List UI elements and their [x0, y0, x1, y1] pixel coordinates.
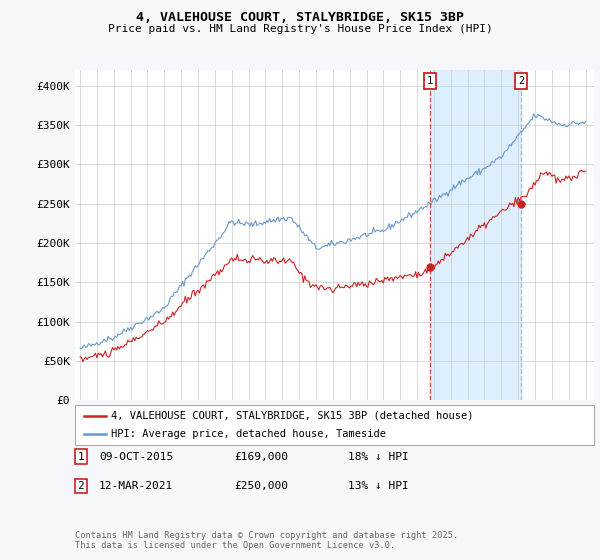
Text: 2: 2: [77, 481, 85, 491]
Text: 09-OCT-2015: 09-OCT-2015: [99, 452, 173, 462]
Text: 1: 1: [427, 76, 433, 86]
Text: 12-MAR-2021: 12-MAR-2021: [99, 481, 173, 491]
Text: 13% ↓ HPI: 13% ↓ HPI: [348, 481, 409, 491]
Text: £250,000: £250,000: [234, 481, 288, 491]
Text: Contains HM Land Registry data © Crown copyright and database right 2025.
This d: Contains HM Land Registry data © Crown c…: [75, 530, 458, 550]
Text: 18% ↓ HPI: 18% ↓ HPI: [348, 452, 409, 462]
Text: £169,000: £169,000: [234, 452, 288, 462]
Text: 1: 1: [77, 452, 85, 462]
Bar: [430, 70, 521, 400]
Text: HPI: Average price, detached house, Tameside: HPI: Average price, detached house, Tame…: [112, 430, 386, 439]
Text: Price paid vs. HM Land Registry's House Price Index (HPI): Price paid vs. HM Land Registry's House …: [107, 24, 493, 34]
Text: 2: 2: [518, 76, 524, 86]
Text: 4, VALEHOUSE COURT, STALYBRIDGE, SK15 3BP: 4, VALEHOUSE COURT, STALYBRIDGE, SK15 3B…: [136, 11, 464, 24]
Text: 4, VALEHOUSE COURT, STALYBRIDGE, SK15 3BP (detached house): 4, VALEHOUSE COURT, STALYBRIDGE, SK15 3B…: [112, 411, 474, 421]
